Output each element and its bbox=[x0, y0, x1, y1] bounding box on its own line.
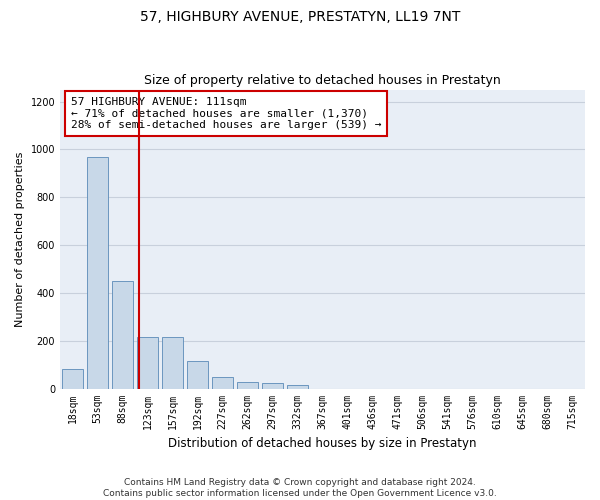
Bar bbox=[112, 281, 133, 388]
Bar bbox=[212, 377, 233, 388]
Title: Size of property relative to detached houses in Prestatyn: Size of property relative to detached ho… bbox=[144, 74, 501, 87]
Bar bbox=[162, 337, 183, 388]
Bar bbox=[187, 361, 208, 388]
Bar bbox=[87, 156, 108, 388]
X-axis label: Distribution of detached houses by size in Prestatyn: Distribution of detached houses by size … bbox=[168, 437, 477, 450]
Text: 57, HIGHBURY AVENUE, PRESTATYN, LL19 7NT: 57, HIGHBURY AVENUE, PRESTATYN, LL19 7NT bbox=[140, 10, 460, 24]
Text: Contains HM Land Registry data © Crown copyright and database right 2024.
Contai: Contains HM Land Registry data © Crown c… bbox=[103, 478, 497, 498]
Text: 57 HIGHBURY AVENUE: 111sqm
← 71% of detached houses are smaller (1,370)
28% of s: 57 HIGHBURY AVENUE: 111sqm ← 71% of deta… bbox=[71, 97, 381, 130]
Bar bbox=[237, 382, 258, 388]
Bar bbox=[62, 370, 83, 388]
Bar bbox=[287, 385, 308, 388]
Y-axis label: Number of detached properties: Number of detached properties bbox=[15, 152, 25, 326]
Bar bbox=[262, 382, 283, 388]
Bar bbox=[137, 337, 158, 388]
